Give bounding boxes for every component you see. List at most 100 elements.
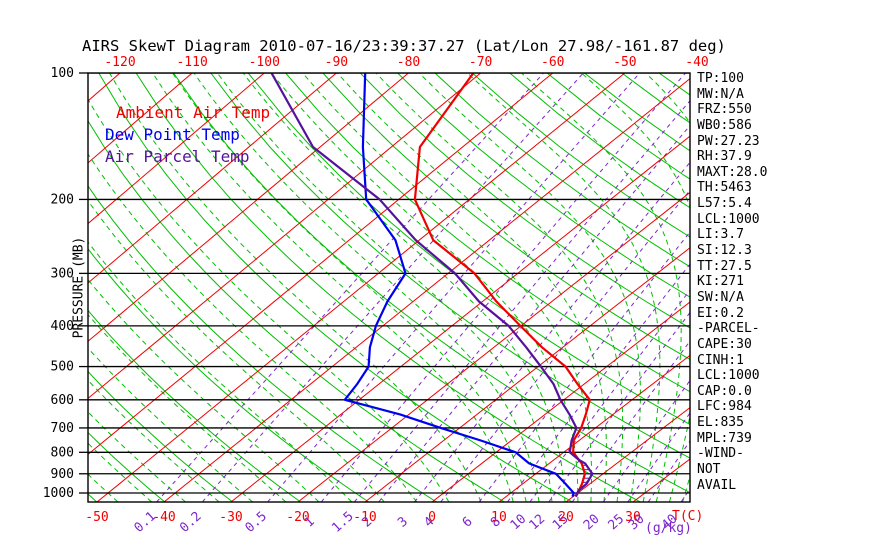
moist-adiabat-line xyxy=(88,411,186,502)
index-item: CAPE:30 xyxy=(697,336,752,352)
bottom-temp-tick-label: -50 xyxy=(85,510,108,525)
bottom-temp-tick-label: -10 xyxy=(353,510,376,525)
mixing-ratio-unit-label: (g/kg) xyxy=(645,521,692,536)
dry-adiabat-line xyxy=(247,73,690,425)
index-item: FRZ:550 xyxy=(697,102,752,118)
mixing-ratio-line xyxy=(156,73,544,502)
dry-adiabat-line xyxy=(88,119,505,502)
mixing-ratio-tick-label: 0.2 xyxy=(177,509,204,536)
index-item: SW:N/A xyxy=(697,289,744,305)
moist-adiabat-line xyxy=(172,73,527,502)
isotherm-line xyxy=(88,73,554,456)
index-item: NOT xyxy=(697,462,721,478)
mixing-ratio-tick-label: 25 xyxy=(606,512,628,534)
index-item: KI:271 xyxy=(697,274,744,290)
dry-adiabat-line xyxy=(88,247,369,502)
temp-axis-unit-label: T(C) xyxy=(672,509,704,524)
mixing-ratio-line xyxy=(414,161,690,502)
top-temp-tick-label: -40 xyxy=(685,55,708,70)
isotherm-line xyxy=(88,73,193,164)
index-item: LCL:1000 xyxy=(697,211,760,227)
plot-frame xyxy=(87,72,691,503)
bottom-temp-tick-label: -30 xyxy=(219,510,242,525)
bottom-temp-tick-label: 20 xyxy=(558,510,574,525)
isotherm-line xyxy=(88,73,409,342)
index-item: SI:12.3 xyxy=(697,243,752,259)
top-temp-tick-label: -100 xyxy=(249,55,280,70)
index-item: L57:5.4 xyxy=(697,196,752,212)
index-item: MW:N/A xyxy=(697,86,744,102)
index-item: LI:3.7 xyxy=(697,227,744,243)
dry-adiabat-line xyxy=(173,73,690,494)
moist-adiabat-line xyxy=(302,73,592,502)
chart-title: AIRS SkewT Diagram 2010-07-16/23:39:37.2… xyxy=(82,37,726,55)
dry-adiabat-line xyxy=(88,309,301,502)
dry-adiabat-line xyxy=(359,73,690,329)
dry-adiabat-line xyxy=(397,73,690,298)
index-item: MPL:739 xyxy=(697,430,752,446)
mixing-ratio-line xyxy=(529,289,690,502)
mixing-ratio-line xyxy=(267,73,641,502)
index-item: TH:5463 xyxy=(697,180,752,196)
dry-adiabat-line xyxy=(98,73,573,502)
dry-adiabat-line xyxy=(88,431,166,502)
legend-air-parcel-temp: Air Parcel Temp xyxy=(105,147,250,166)
mixing-ratio-tick-label: 0.5 xyxy=(242,509,269,536)
mixing-ratio-tick-label: 1 xyxy=(302,514,318,530)
plot-area xyxy=(88,73,690,502)
pressure-tick-label: 500 xyxy=(51,360,74,375)
mixing-ratio-line xyxy=(478,231,690,502)
moist-adiabat-line xyxy=(375,73,624,502)
moist-adiabat-line xyxy=(88,278,320,502)
moist-adiabat-line xyxy=(88,379,220,502)
moist-adiabat-line xyxy=(242,73,566,502)
moist-adiabat-line xyxy=(581,73,690,502)
index-item: EL:835 xyxy=(697,415,744,431)
pressure-tick-label: 300 xyxy=(51,266,74,281)
moist-adiabat-line xyxy=(88,473,119,502)
pressure-tick-label: 700 xyxy=(51,421,74,436)
dry-adiabat-line xyxy=(210,73,690,459)
isotherm-line xyxy=(163,77,690,502)
moist-adiabat-line xyxy=(88,199,385,502)
bottom-temp-tick-label: -20 xyxy=(286,510,309,525)
parcel-temp-curve xyxy=(270,73,594,497)
legend-dew-point-temp: Dew Point Temp xyxy=(105,125,240,144)
pressure-tick-label: 800 xyxy=(51,445,74,460)
index-item: TP:100 xyxy=(697,71,744,86)
moist-adiabat-line xyxy=(152,73,514,502)
mixing-ratio-line xyxy=(571,340,690,502)
index-item: CAP:0.0 xyxy=(697,383,752,399)
moist-adiabat-line xyxy=(193,73,540,502)
index-item: PW:27.23 xyxy=(697,133,760,149)
top-temp-tick-label: -90 xyxy=(325,55,348,70)
bottom-temp-tick-label: 0 xyxy=(428,510,436,525)
isotherm-line xyxy=(565,407,690,502)
index-item: -WIND- xyxy=(697,446,744,462)
mixing-ratio-line xyxy=(202,73,584,502)
isotherm-line xyxy=(230,135,690,502)
top-temp-tick-label: -60 xyxy=(541,55,564,70)
mixing-ratio-line xyxy=(378,124,690,502)
isotherm-line xyxy=(297,191,690,502)
pressure-tick-label: 900 xyxy=(51,467,74,482)
isotherm-line xyxy=(88,73,265,225)
index-item: TT:27.5 xyxy=(697,258,752,274)
mixing-ratio-line xyxy=(320,73,686,502)
dry-adiabat-line xyxy=(322,73,690,360)
index-item: LFC:984 xyxy=(697,399,752,415)
isotherm-line xyxy=(88,73,337,284)
isotherm-line xyxy=(364,247,690,502)
pressure-axis-label: PRESSURE (MB) xyxy=(71,236,87,339)
top-temp-tick-label: -110 xyxy=(176,55,207,70)
mixing-ratio-tick-label: 20 xyxy=(581,512,603,534)
moist-adiabat-line xyxy=(88,241,353,502)
bottom-temp-tick-label: 10 xyxy=(491,510,507,525)
index-item: WB0:586 xyxy=(697,117,752,133)
pressure-tick-label: 100 xyxy=(51,66,74,81)
moist-adiabat-line xyxy=(467,73,661,502)
pressure-tick-label: 200 xyxy=(51,192,74,207)
pressure-tick-label: 600 xyxy=(51,393,74,408)
